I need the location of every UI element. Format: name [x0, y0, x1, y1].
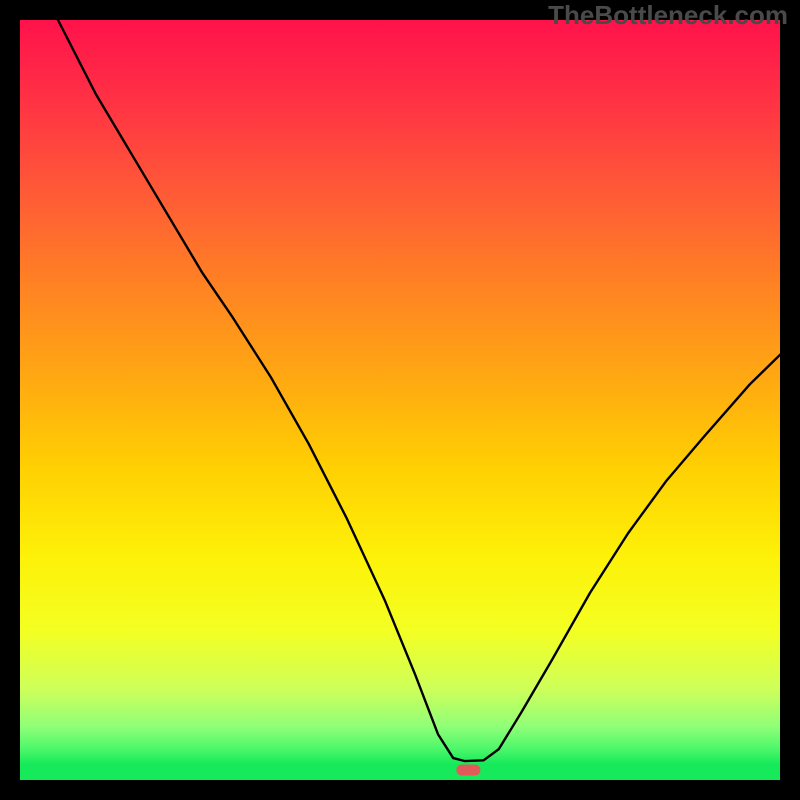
- heat-gradient: [20, 20, 780, 764]
- watermark-text: TheBottleneck.com: [548, 0, 788, 31]
- optimum-marker: [456, 765, 480, 776]
- green-band: [20, 764, 780, 780]
- bottleneck-chart: [0, 0, 800, 800]
- chart-frame: TheBottleneck.com: [0, 0, 800, 800]
